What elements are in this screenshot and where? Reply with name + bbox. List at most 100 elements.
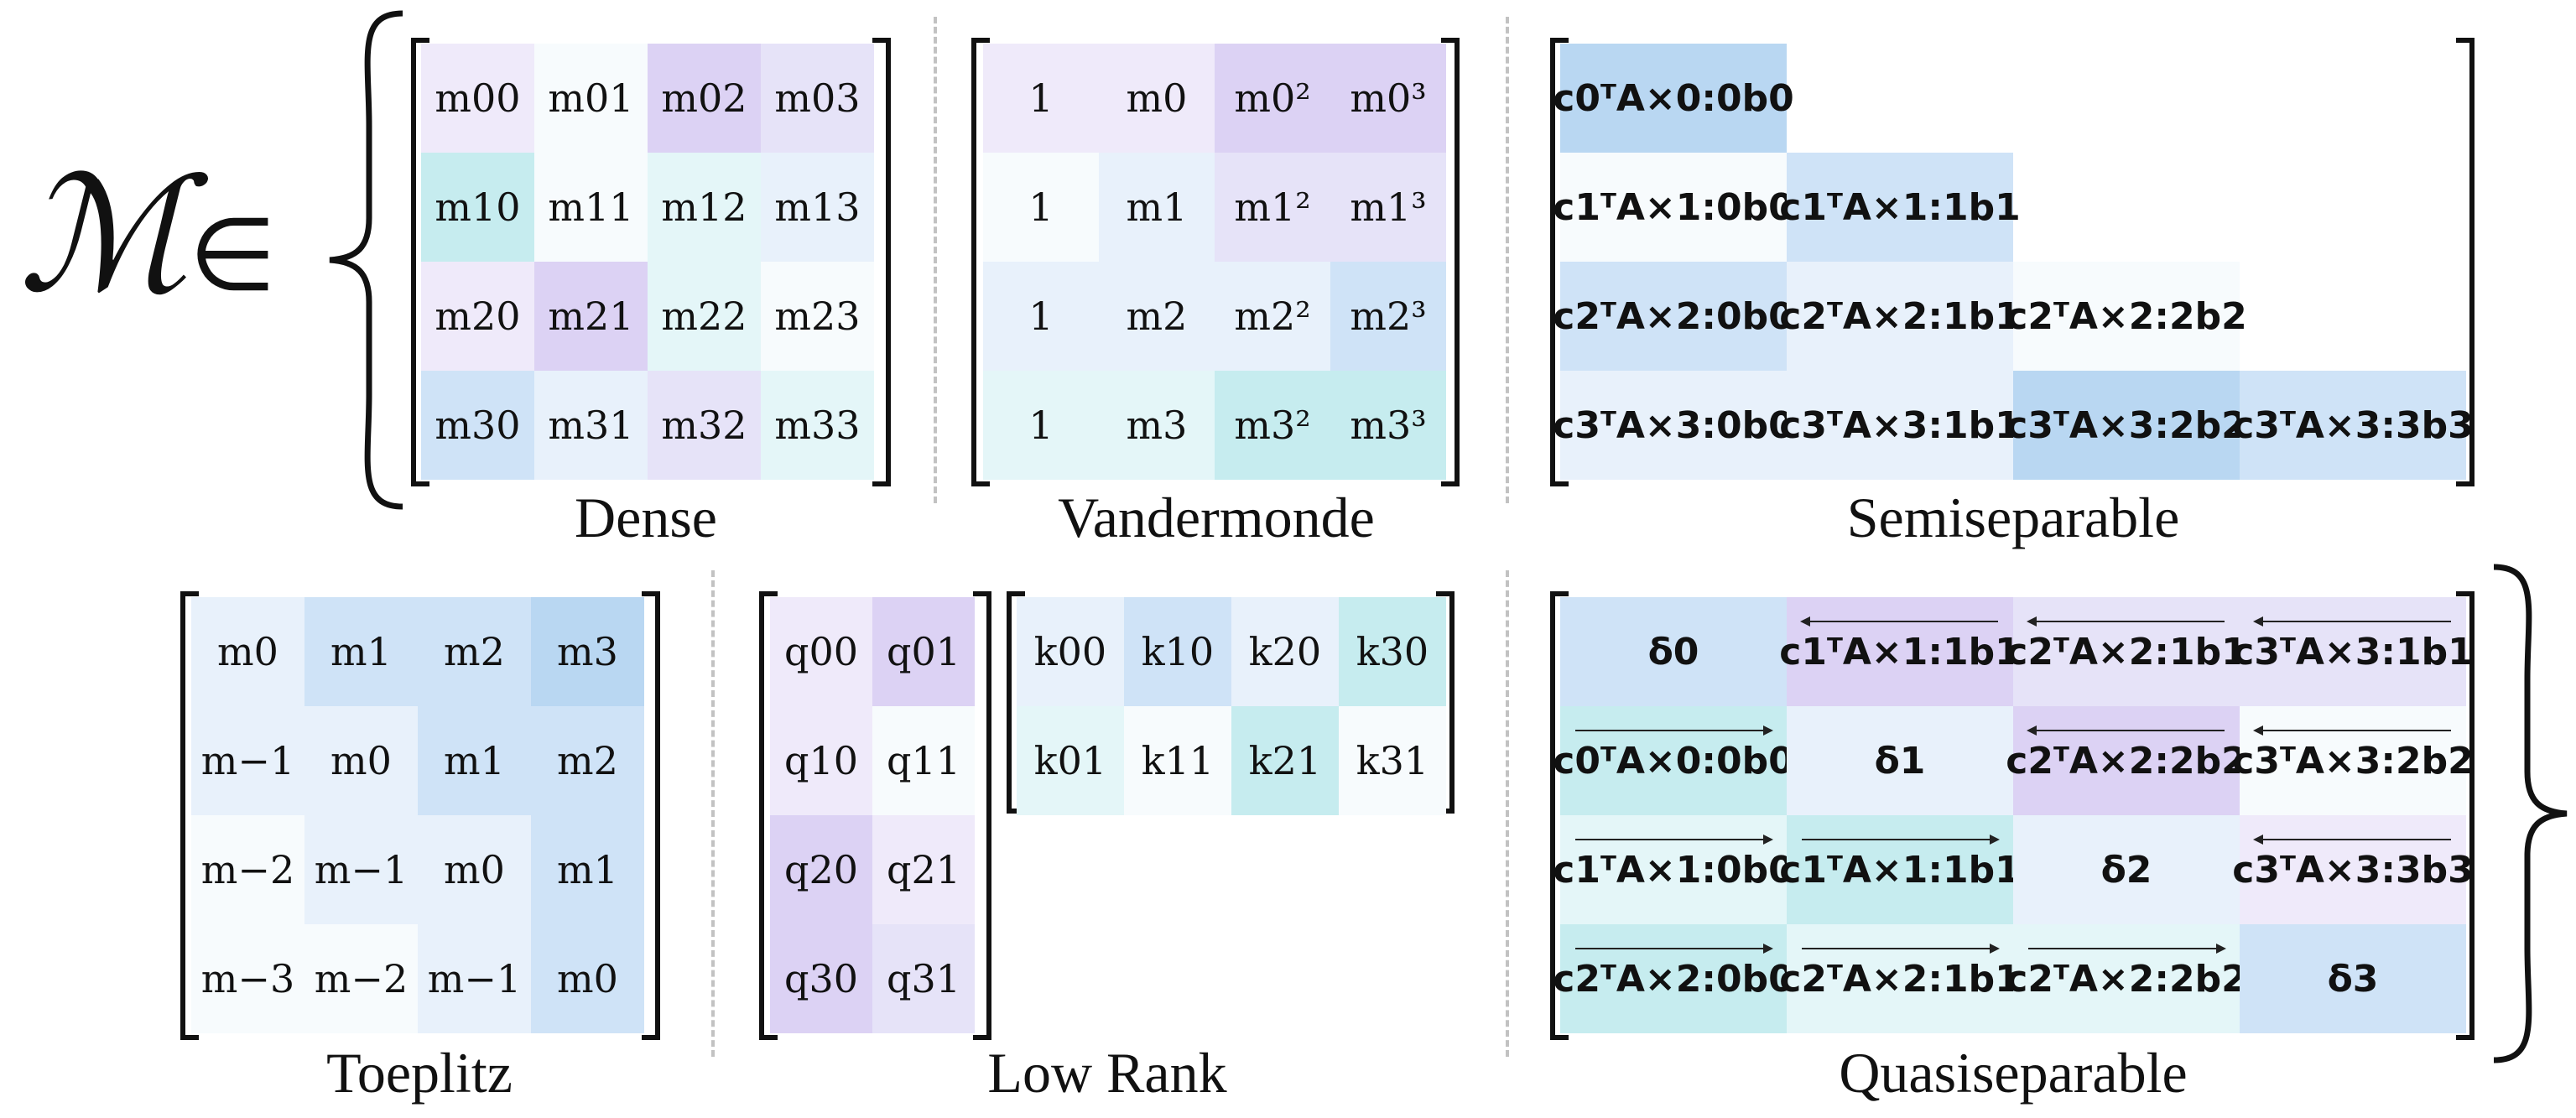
- toeplitz-cell: m0: [418, 815, 531, 924]
- left-arrow-icon: [2253, 616, 2451, 627]
- quasiseparable-cell: c2ᵀA×2:0b0: [1553, 924, 1794, 1033]
- toeplitz-cell: m2: [418, 597, 531, 706]
- quasiseparable-cell: c1ᵀA×1:0b0: [1553, 815, 1794, 924]
- dense-cell: m30: [421, 371, 534, 480]
- matrix-symbol: ℳ: [18, 143, 190, 328]
- semiseparable-cell: c3ᵀA×3:2b2: [2006, 371, 2247, 480]
- left-bracket: [971, 38, 990, 486]
- toeplitz-cell: m2: [531, 706, 644, 815]
- dense-cell: m00: [421, 44, 534, 153]
- semiseparable-cell: c1ᵀA×1:0b0: [1553, 153, 1794, 262]
- dense-cell: m32: [648, 371, 761, 480]
- dense-cell: m11: [534, 153, 648, 262]
- right-bracket: [642, 591, 660, 1040]
- dense-caption: Dense: [575, 486, 717, 549]
- vandermonde-cell: m0: [1099, 44, 1215, 153]
- right-bracket: [2456, 591, 2475, 1040]
- vandermonde-cell: 1: [983, 262, 1099, 371]
- dense-cell: m01: [534, 44, 648, 153]
- right-bracket: [872, 38, 891, 486]
- dense-cell: m23: [761, 262, 874, 371]
- vandermonde-cell: 1: [983, 153, 1099, 262]
- toeplitz-cell: m−1: [191, 706, 304, 815]
- right-bracket: [2456, 38, 2475, 486]
- quasiseparable-cell: c2ᵀA×2:1b1: [2006, 597, 2247, 706]
- right-bracket: [973, 591, 991, 1040]
- left-bracket: [411, 38, 429, 486]
- left-bracket: [1550, 591, 1569, 1040]
- quasiseparable-cell: c2ᵀA×2:2b2: [2006, 924, 2247, 1033]
- divider-bottom-1: [711, 570, 715, 1057]
- semiseparable-empty-cell: [2240, 262, 2466, 371]
- vandermonde-cell: 1: [983, 44, 1099, 153]
- q-cell: q01: [872, 597, 975, 706]
- toeplitz-cell: m0: [531, 924, 644, 1033]
- vandermonde-cell: 1: [983, 371, 1099, 480]
- quasiseparable-cell: c1ᵀA×1:1b1: [1779, 597, 2021, 706]
- right-arrow-icon: [1802, 835, 2000, 845]
- right-arrow-icon: [2028, 944, 2226, 954]
- left-arrow-icon: [2253, 725, 2451, 736]
- semiseparable-cell: c2ᵀA×2:0b0: [1553, 262, 1794, 371]
- left-bracket: [180, 591, 199, 1040]
- low-rank-caption: Low Rank: [987, 1041, 1227, 1105]
- left-arrow-icon: [1800, 616, 1998, 627]
- vandermonde-cell: m1: [1099, 153, 1215, 262]
- q-cell: q11: [872, 706, 975, 815]
- vandermonde-cell: m0²: [1215, 44, 1330, 153]
- dense-cell: m03: [761, 44, 874, 153]
- dense-cell: m10: [421, 153, 534, 262]
- right-curly-brace: [2493, 564, 2568, 1063]
- toeplitz-cell: m1: [418, 706, 531, 815]
- element-of-symbol: ∈: [189, 197, 277, 314]
- semiseparable-caption: Semiseparable: [1846, 486, 2180, 549]
- quasiseparable-cell: c3ᵀA×3:2b2: [2232, 706, 2474, 815]
- dense-cell: m31: [534, 371, 648, 480]
- semiseparable-empty-cell: [1787, 44, 2013, 153]
- vandermonde-cell: m3²: [1215, 371, 1330, 480]
- quasiseparable-cell: c0ᵀA×0:0b0: [1553, 706, 1794, 815]
- toeplitz-cell: m−1: [304, 815, 418, 924]
- right-arrow-icon: [1575, 835, 1773, 845]
- q-cell: q00: [770, 597, 872, 706]
- k-cell: k20: [1231, 597, 1339, 706]
- vandermonde-caption: Vandermonde: [1058, 486, 1375, 549]
- dense-cell: m02: [648, 44, 761, 153]
- k-cell: k01: [1017, 706, 1124, 815]
- toeplitz-cell: m−3: [191, 924, 304, 1033]
- dense-cell: m22: [648, 262, 761, 371]
- left-bracket: [759, 591, 778, 1040]
- divider-top-1: [934, 17, 937, 503]
- dense-cell: m20: [421, 262, 534, 371]
- right-arrow-icon: [1575, 725, 1773, 736]
- divider-bottom-2: [1506, 570, 1509, 1057]
- vandermonde-cell: m2: [1099, 262, 1215, 371]
- q-cell: q10: [770, 706, 872, 815]
- left-arrow-icon: [2253, 835, 2451, 845]
- dense-cell: m33: [761, 371, 874, 480]
- quasiseparable-cell: c1ᵀA×1:1b1: [1779, 815, 2021, 924]
- quasiseparable-cell: c2ᵀA×2:1b1: [1779, 924, 2021, 1033]
- q-cell: q31: [872, 924, 975, 1033]
- left-bracket: [1550, 38, 1569, 486]
- right-bracket: [1441, 38, 1460, 486]
- vandermonde-cell: m3: [1099, 371, 1215, 480]
- semiseparable-cell: c3ᵀA×3:1b1: [1779, 371, 2021, 480]
- toeplitz-cell: m0: [304, 706, 418, 815]
- semiseparable-cell: c1ᵀA×1:1b1: [1779, 153, 2021, 262]
- quasiseparable-cell: δ1: [1787, 706, 2013, 815]
- quasiseparable-cell: c3ᵀA×3:3b3: [2232, 815, 2474, 924]
- toeplitz-cell: m−2: [191, 815, 304, 924]
- k-cell: k21: [1231, 706, 1339, 815]
- k-cell: k10: [1124, 597, 1231, 706]
- dense-cell: m12: [648, 153, 761, 262]
- semiseparable-empty-cell: [2013, 153, 2240, 262]
- left-bracket: [1007, 591, 1025, 814]
- vandermonde-cell: m1²: [1215, 153, 1330, 262]
- quasiseparable-cell: c2ᵀA×2:2b2: [2006, 706, 2247, 815]
- right-arrow-icon: [1575, 944, 1773, 954]
- vandermonde-cell: m2³: [1330, 262, 1446, 371]
- semiseparable-empty-cell: [2240, 44, 2466, 153]
- vandermonde-cell: m2²: [1215, 262, 1330, 371]
